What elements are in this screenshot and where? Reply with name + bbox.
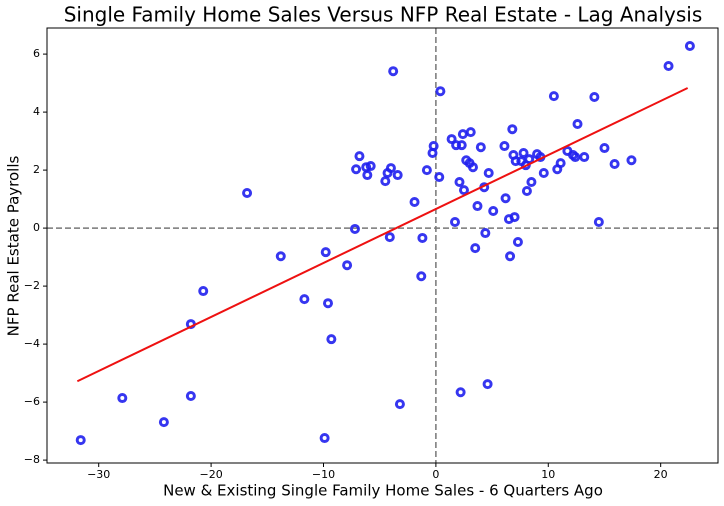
point: [117, 393, 128, 404]
point: [380, 176, 391, 187]
y-axis-label: NFP Real Estate Payrolls: [5, 156, 23, 337]
y-tick-label: −6: [24, 395, 40, 408]
point: [354, 151, 365, 162]
point: [548, 91, 559, 102]
point: [446, 134, 457, 145]
point: [349, 223, 360, 234]
point: [570, 152, 581, 163]
point: [326, 334, 337, 345]
point: [521, 185, 532, 196]
point: [299, 294, 310, 305]
point: [609, 159, 620, 170]
point: [158, 417, 169, 428]
point: [509, 212, 520, 223]
fit-line: [76, 87, 689, 383]
point: [435, 86, 446, 97]
point: [526, 176, 537, 187]
point: [505, 251, 516, 262]
x-tick-label: 20: [654, 468, 668, 481]
point: [456, 140, 467, 151]
point: [480, 228, 491, 239]
point: [470, 243, 481, 254]
point: [275, 251, 286, 262]
point: [626, 155, 637, 166]
point: [392, 170, 403, 181]
x-tick-label: −10: [312, 468, 335, 481]
point: [500, 193, 511, 204]
point: [507, 124, 518, 135]
point: [421, 165, 432, 176]
point: [198, 286, 209, 297]
point: [362, 170, 373, 181]
point: [388, 66, 399, 77]
y-tick-label: −8: [24, 453, 40, 466]
point: [417, 232, 428, 243]
y-tick-label: 6: [33, 47, 40, 60]
point: [663, 60, 674, 71]
point: [482, 379, 493, 390]
x-tick-label: 10: [541, 468, 555, 481]
point: [454, 176, 465, 187]
point: [394, 399, 405, 410]
point: [475, 142, 486, 153]
point: [351, 164, 362, 175]
x-tick-label: −30: [87, 468, 110, 481]
point: [365, 161, 376, 172]
point: [322, 298, 333, 309]
point: [593, 217, 604, 228]
point: [589, 92, 600, 103]
x-tick-label: 0: [432, 468, 439, 481]
point: [499, 141, 510, 152]
y-tick-label: 4: [33, 105, 40, 118]
point: [385, 163, 396, 174]
y-tick-label: 0: [33, 221, 40, 234]
y-tick-label: 2: [33, 163, 40, 176]
point: [242, 188, 253, 199]
point: [434, 172, 445, 183]
point: [467, 162, 478, 173]
point: [319, 433, 330, 444]
point: [512, 237, 523, 248]
point: [555, 158, 566, 169]
point: [384, 232, 395, 243]
point: [572, 118, 583, 129]
point: [599, 143, 610, 154]
point: [579, 152, 590, 163]
point: [455, 387, 466, 398]
x-axis-label: New & Existing Single Family Home Sales …: [163, 482, 603, 500]
plot-frame: [46, 27, 719, 464]
point: [684, 40, 695, 51]
point: [483, 168, 494, 178]
point: [320, 247, 331, 258]
x-tick-label: −20: [199, 468, 222, 481]
point: [458, 185, 469, 196]
point: [342, 260, 353, 271]
point: [472, 201, 483, 212]
point: [518, 147, 529, 158]
point: [465, 127, 476, 138]
y-tick-label: −2: [24, 279, 40, 292]
point: [428, 141, 439, 152]
point: [524, 154, 535, 165]
point: [449, 217, 460, 228]
point: [185, 391, 196, 402]
y-tick-label: −4: [24, 337, 40, 350]
point: [538, 168, 549, 178]
point: [75, 435, 86, 446]
point: [488, 205, 499, 216]
point: [416, 271, 427, 282]
point: [409, 197, 420, 207]
chart-title: Single Family Home Sales Versus NFP Real…: [64, 3, 703, 27]
